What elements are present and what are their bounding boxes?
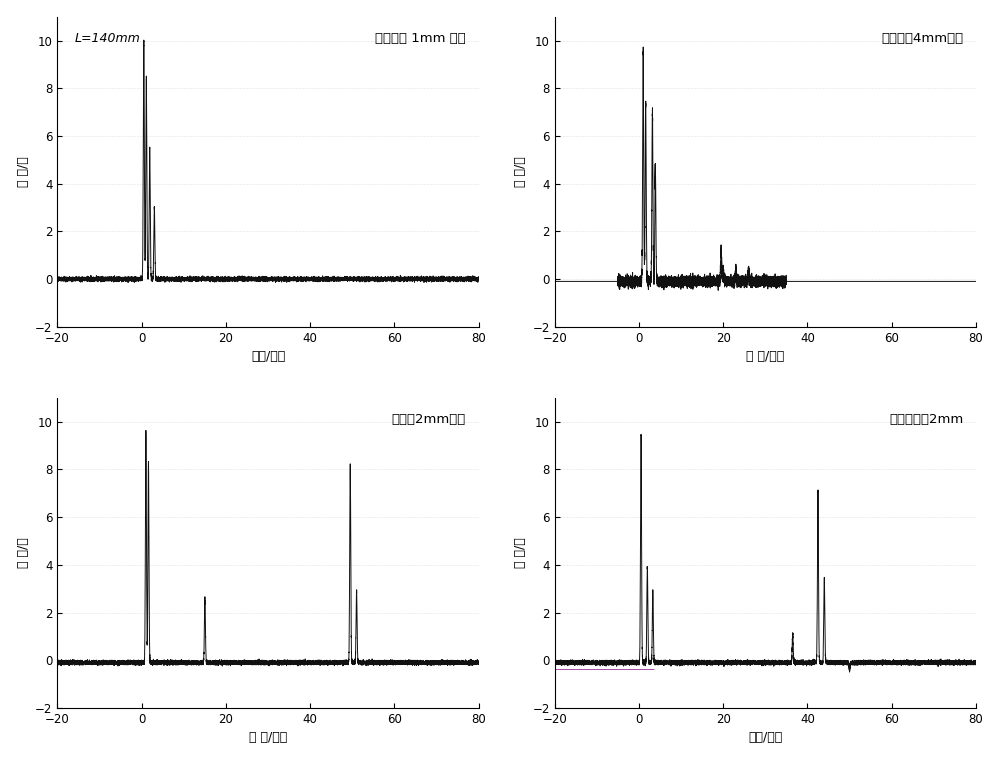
Text: 杆上部2mm裂纹: 杆上部2mm裂纹 (392, 413, 466, 426)
Y-axis label: 幅 度/伏: 幅 度/伏 (17, 537, 30, 568)
Y-axis label: 幅 度/伏: 幅 度/伏 (17, 156, 30, 187)
Y-axis label: 幅 度/伏: 幅 度/伏 (514, 537, 527, 568)
X-axis label: 时间/微秒: 时间/微秒 (251, 350, 285, 363)
Text: 球头根部4mm裂纹: 球头根部4mm裂纹 (881, 32, 963, 45)
X-axis label: 时间/微秒: 时间/微秒 (748, 731, 782, 744)
Text: 浇装头根部2mm: 浇装头根部2mm (889, 413, 963, 426)
X-axis label: 时 间/微秒: 时 间/微秒 (249, 731, 287, 744)
Text: L=140mm: L=140mm (74, 32, 140, 45)
X-axis label: 时 间/微秒: 时 间/微秒 (746, 350, 784, 363)
Text: 球头根部 1mm 裂纹: 球头根部 1mm 裂纹 (375, 32, 466, 45)
Y-axis label: 幅 度/伏: 幅 度/伏 (514, 156, 527, 187)
